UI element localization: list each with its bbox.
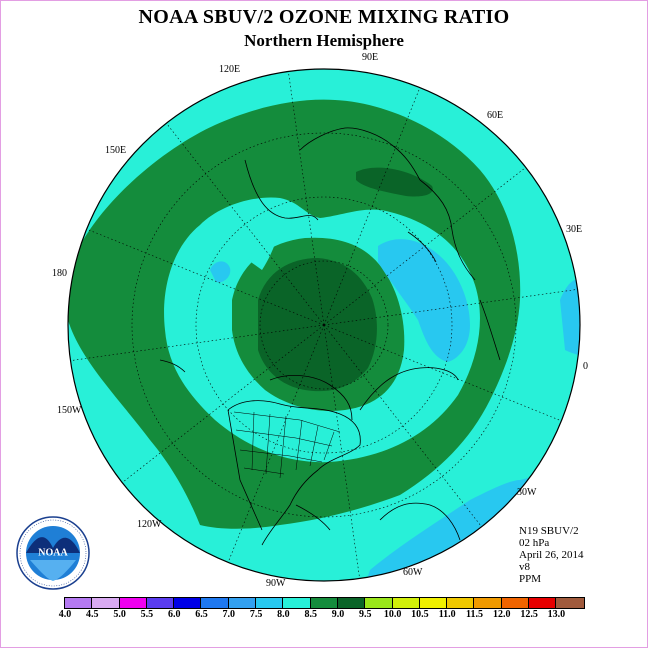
colorbar-swatch — [501, 598, 530, 608]
meridian-line — [323, 87, 421, 326]
colorbar-swatch — [419, 598, 448, 608]
meridian-line — [288, 71, 325, 326]
colorbar-tick-label: 8.5 — [304, 609, 317, 620]
lon-label-150e: 150E — [105, 145, 126, 156]
colorbar-tick-label: 4.5 — [86, 609, 99, 620]
colorbar-tick-label: 10.5 — [411, 609, 429, 620]
lon-label-60w: 60W — [403, 567, 423, 578]
graticule — [70, 71, 578, 579]
colorbar-tick-label: 5.5 — [140, 609, 154, 620]
info-version: v8 — [519, 561, 530, 573]
colorbar-swatch — [392, 598, 420, 608]
lon-label-150w: 150W — [57, 405, 82, 416]
colorbar-tick-label: 8.0 — [277, 609, 290, 620]
colorbar-tick-label: 11.0 — [438, 609, 456, 620]
colorbar-tick-label: 4.0 — [58, 609, 72, 620]
info-level: 02 hPa — [519, 537, 550, 549]
colorbar-swatch — [447, 598, 475, 608]
lon-label-90e: 90E — [362, 52, 378, 63]
colorbar-swatch — [283, 598, 311, 608]
page-subtitle: Northern Hemisphere — [244, 31, 404, 50]
colorbar-tick-label: 12.5 — [520, 609, 538, 620]
colorbar-tick-label: 7.0 — [222, 609, 236, 620]
colorbar-tick-label: 9.5 — [359, 609, 372, 620]
meridian-line — [122, 324, 325, 483]
colorbar-swatch — [256, 598, 284, 608]
colorbar-swatch — [119, 598, 147, 608]
colorbar-swatch — [365, 598, 393, 608]
colorbar-tick-label: 9.0 — [331, 609, 345, 620]
field-wedge-7-5-to-8-0 — [248, 200, 283, 270]
colorbar-swatch — [474, 598, 502, 608]
meridian-line — [227, 324, 325, 563]
field-patch-7-0-to-7-5-atlantic — [560, 279, 580, 360]
field-patch-7-0-to-7-5-dateline — [210, 261, 231, 283]
colorbar-tick-label: 6.0 — [167, 609, 181, 620]
colorbar-tick-label: 11.5 — [466, 609, 483, 620]
colorbar-tick-label: 5.0 — [113, 609, 126, 620]
lon-label-30e: 30E — [566, 224, 582, 235]
meridian-line — [70, 324, 325, 361]
colorbar-swatch — [529, 598, 557, 608]
colorbar-tick-label: 12.0 — [493, 609, 511, 620]
lon-label-120e: 120E — [219, 64, 240, 75]
lon-label-180: 180 — [52, 268, 67, 279]
info-satellite: N19 SBUV/2 — [519, 525, 579, 537]
field-core-8-5-to-9-0 — [258, 258, 377, 392]
info-block: N19 SBUV/2 02 hPa April 26, 2014 v8 PPM — [519, 525, 583, 585]
colorbar-swatch — [201, 598, 229, 608]
noaa-logo: NOAA — [16, 516, 90, 590]
info-units: PPM — [519, 573, 542, 585]
meridian-line — [323, 289, 578, 326]
colorbar-swatch — [146, 598, 175, 608]
colorbar-swatch — [174, 598, 202, 608]
page-title: NOAA SBUV/2 OZONE MIXING RATIO — [138, 6, 510, 28]
field-blob-8-5-to-9-0 — [356, 167, 433, 197]
lon-label-90w: 90W — [266, 578, 286, 589]
colorbar-ticks: 4.0 4.5 5.0 5.5 6.0 6.5 7.0 7.5 8.0 8.5 9.0 9.5 10.0… — [0, 609, 648, 623]
colorbar — [64, 597, 585, 609]
colorbar-swatch — [337, 598, 366, 608]
colorbar-tick-label: 10.0 — [383, 609, 402, 620]
usa-states — [233, 411, 341, 479]
colorbar-swatch — [310, 598, 338, 608]
colorbar-tick-label: 6.5 — [195, 609, 208, 620]
noaa-logo-text: NOAA — [38, 547, 68, 558]
colorbar-swatch — [92, 598, 120, 608]
lon-label-60e: 60E — [487, 110, 503, 121]
lon-label-120w: 120W — [137, 519, 162, 530]
coastlines — [159, 127, 501, 546]
colorbar-swatch — [228, 598, 257, 608]
meridian-line — [323, 324, 360, 579]
meridian-line — [86, 228, 325, 326]
colorbar-swatch — [65, 598, 93, 608]
colorbar-tick-label: 13.0 — [547, 609, 566, 620]
info-date: April 26, 2014 — [519, 549, 584, 561]
longitude-labels: 90E 60E 30E 0 30W 60W 90W 120W 150W 180 … — [52, 52, 588, 589]
field-patch-7-0-to-7-5-east — [378, 239, 470, 362]
meridian-line — [166, 123, 325, 326]
map-outline — [67, 68, 581, 582]
lon-label-30w: 30W — [517, 487, 537, 498]
meridian-line — [323, 324, 482, 527]
lon-label-0: 0 — [583, 361, 588, 372]
colorbar-swatch — [556, 598, 584, 608]
meridian-line — [323, 324, 562, 422]
colorbar-tick-label: 7.5 — [249, 609, 263, 620]
